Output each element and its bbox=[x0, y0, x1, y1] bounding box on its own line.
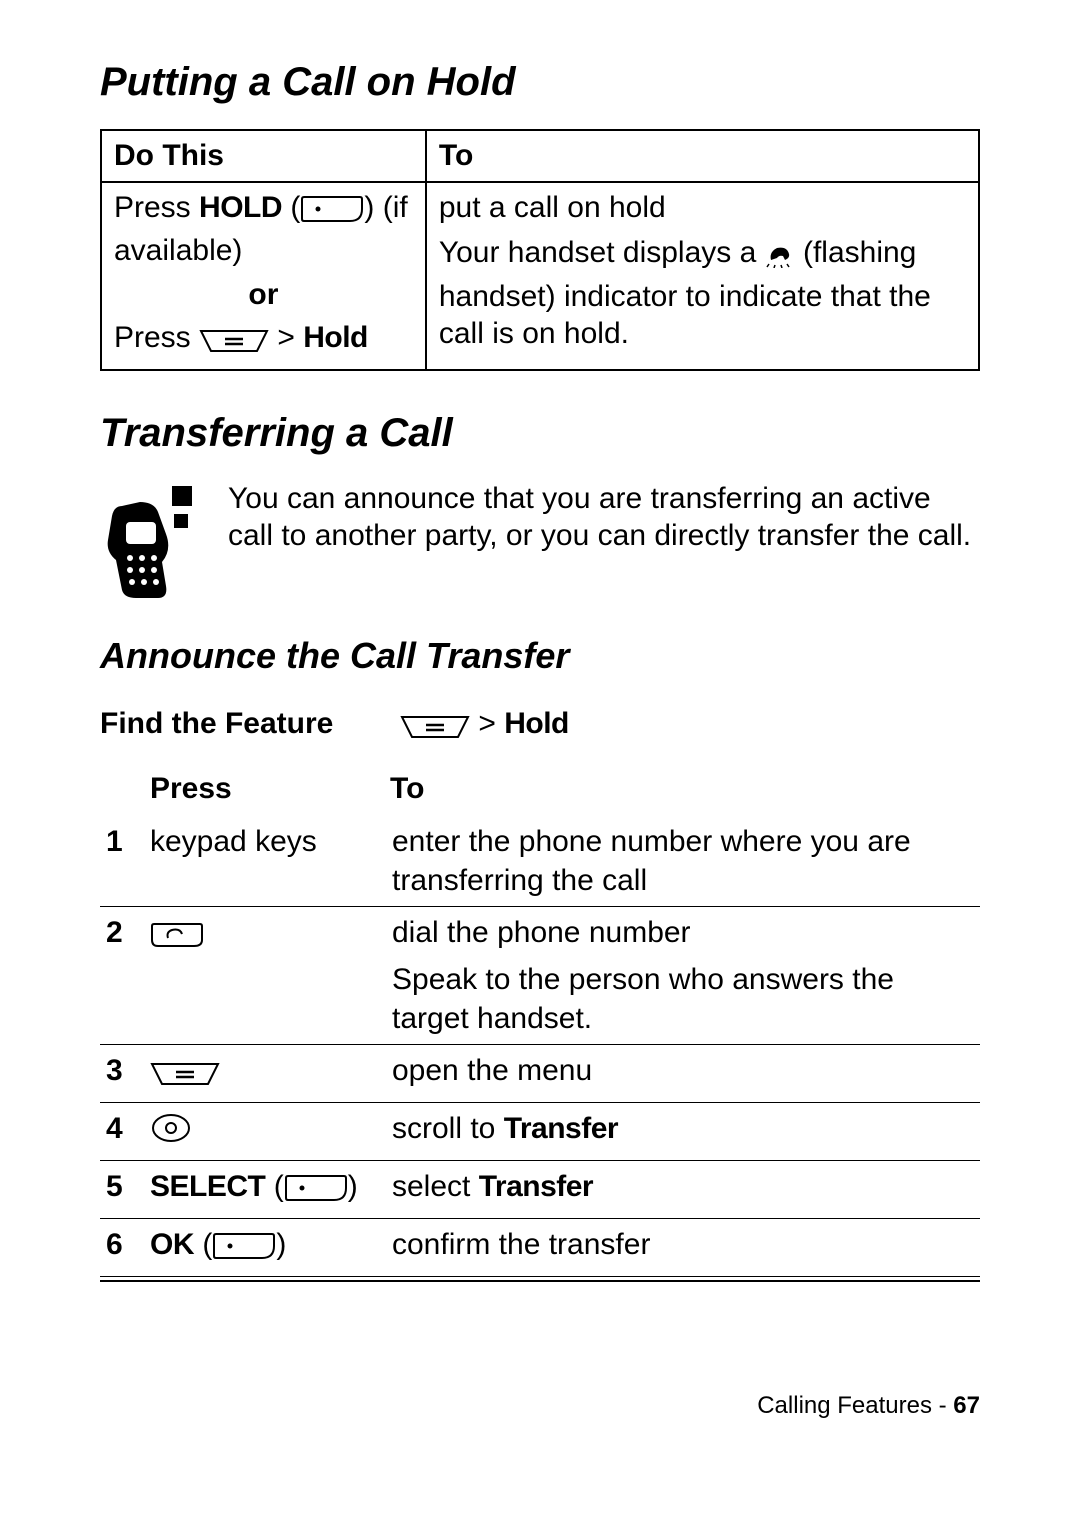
menu-transfer-label: Transfer bbox=[504, 1112, 618, 1145]
menu-key-icon bbox=[199, 325, 269, 363]
text: Press bbox=[114, 191, 199, 224]
step-num: 3 bbox=[100, 1044, 144, 1102]
hold-table-head-do: Do This bbox=[101, 130, 426, 182]
ok-label: OK bbox=[150, 1228, 194, 1261]
heading-transferring-call: Transferring a Call bbox=[100, 411, 980, 456]
hold-table-to-cell: put a call on hold Your handset displays… bbox=[426, 182, 979, 370]
step-to: dial the phone number Speak to the perso… bbox=[386, 906, 980, 1044]
step-num: 6 bbox=[100, 1218, 144, 1276]
steps-head-press: Press bbox=[144, 765, 386, 816]
steps-head-to: To bbox=[386, 765, 980, 816]
text: dial the phone number bbox=[392, 913, 974, 952]
hold-table-do-cell: Press HOLD () (if available) or Press > … bbox=[101, 182, 426, 370]
heading-announce-transfer: Announce the Call Transfer bbox=[100, 635, 980, 677]
or-text: or bbox=[114, 276, 413, 314]
find-the-feature-row: Find the Feature > Hold bbox=[100, 707, 980, 747]
steps-table: Press To 1 keypad keys enter the phone n… bbox=[100, 765, 980, 1282]
step-row: 2 dial the phone number Speak to the per… bbox=[100, 906, 980, 1044]
step-num: 4 bbox=[100, 1102, 144, 1160]
text: Your handset displays a bbox=[439, 236, 765, 269]
step-press bbox=[144, 1044, 386, 1102]
menu-key-icon bbox=[400, 713, 470, 747]
text: scroll to bbox=[392, 1112, 504, 1145]
step-row: 1 keypad keys enter the phone number whe… bbox=[100, 816, 980, 907]
nav-key-icon bbox=[150, 1112, 192, 1154]
step-row: 3 open the menu bbox=[100, 1044, 980, 1102]
soft-key-icon bbox=[300, 195, 364, 233]
text: ) bbox=[364, 191, 374, 224]
text: > bbox=[470, 707, 504, 740]
text: ) bbox=[276, 1228, 286, 1261]
text: ( bbox=[202, 1228, 212, 1261]
text: ( bbox=[290, 191, 300, 224]
footer-page: 67 bbox=[953, 1392, 980, 1419]
footer-section: Calling Features bbox=[757, 1392, 932, 1419]
text: put a call on hold bbox=[439, 189, 966, 227]
step-row: 5 SELECT () select Transfer bbox=[100, 1160, 980, 1218]
find-the-feature-label: Find the Feature bbox=[100, 707, 400, 747]
soft-key-icon bbox=[284, 1173, 348, 1212]
step-press bbox=[144, 906, 386, 1044]
heading-putting-call-on-hold: Putting a Call on Hold bbox=[100, 60, 980, 105]
step-to: confirm the transfer bbox=[386, 1218, 980, 1276]
page-footer: Calling Features - 67 bbox=[100, 1392, 980, 1420]
hold-table: Do This To Press HOLD () (if available) … bbox=[100, 129, 980, 371]
phone-graphic-icon bbox=[100, 480, 210, 605]
step-press bbox=[144, 1102, 386, 1160]
step-to: open the menu bbox=[386, 1044, 980, 1102]
text: ) bbox=[348, 1170, 358, 1203]
text: > bbox=[269, 321, 303, 354]
text: ( bbox=[274, 1170, 284, 1203]
menu-hold-label: Hold bbox=[303, 321, 368, 354]
hold-label: HOLD bbox=[199, 191, 282, 224]
menu-key-icon bbox=[150, 1057, 220, 1096]
step-press: keypad keys bbox=[144, 816, 386, 907]
menu-hold-label: Hold bbox=[504, 707, 569, 740]
transfer-intro: You can announce that you are transferri… bbox=[100, 480, 980, 605]
send-key-icon bbox=[150, 918, 204, 958]
step-press: SELECT () bbox=[144, 1160, 386, 1218]
text: Press bbox=[114, 321, 199, 354]
text: Speak to the person who answers the targ… bbox=[392, 960, 974, 1038]
transfer-intro-text: You can announce that you are transferri… bbox=[228, 480, 980, 555]
footer-sep: - bbox=[932, 1392, 953, 1419]
select-label: SELECT bbox=[150, 1170, 265, 1203]
step-press: OK () bbox=[144, 1218, 386, 1276]
soft-key-icon bbox=[212, 1231, 276, 1270]
text: select bbox=[392, 1170, 479, 1203]
step-to: select Transfer bbox=[386, 1160, 980, 1218]
find-the-feature-path: > Hold bbox=[400, 707, 569, 747]
step-row: 4 scroll to Transfer bbox=[100, 1102, 980, 1160]
step-row: 6 OK () confirm the transfer bbox=[100, 1218, 980, 1276]
hold-table-head-to: To bbox=[426, 130, 979, 182]
step-num: 1 bbox=[100, 816, 144, 907]
step-num: 5 bbox=[100, 1160, 144, 1218]
step-to: scroll to Transfer bbox=[386, 1102, 980, 1160]
menu-transfer-label: Transfer bbox=[479, 1170, 593, 1203]
flashing-handset-icon bbox=[765, 240, 795, 278]
step-to: enter the phone number where you are tra… bbox=[386, 816, 980, 907]
step-num: 2 bbox=[100, 906, 144, 1044]
